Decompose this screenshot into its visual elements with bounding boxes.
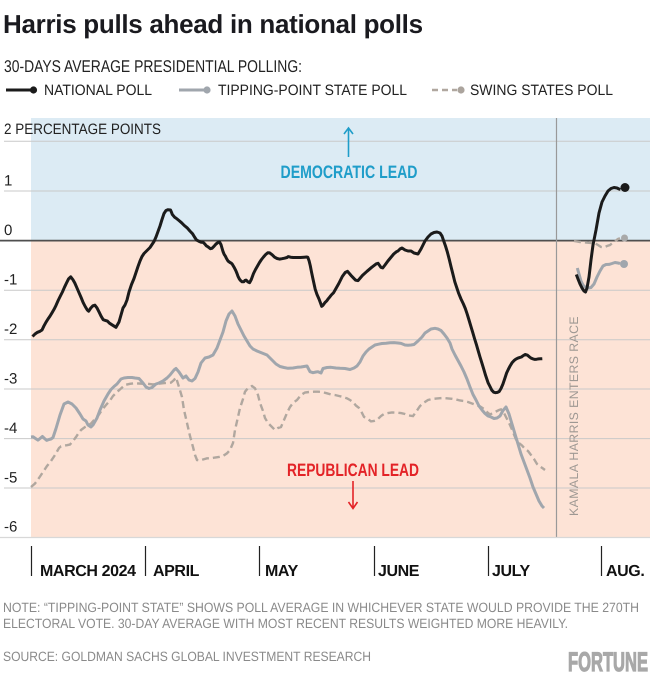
svg-text:NOTE: “TIPPING-POINT STATE” SH: NOTE: “TIPPING-POINT STATE” SHOWS POLL A… bbox=[3, 600, 639, 615]
svg-text:-5: -5 bbox=[4, 470, 17, 487]
svg-text:JUNE: JUNE bbox=[378, 563, 420, 580]
svg-text:SWING STATES POLL: SWING STATES POLL bbox=[470, 82, 613, 99]
svg-text:-1: -1 bbox=[4, 272, 17, 289]
svg-text:JULY: JULY bbox=[492, 563, 531, 580]
svg-text:-2: -2 bbox=[4, 321, 17, 338]
svg-text:-6: -6 bbox=[4, 519, 17, 536]
svg-text:TIPPING-POINT STATE POLL: TIPPING-POINT STATE POLL bbox=[218, 82, 407, 99]
svg-text:NATIONAL POLL: NATIONAL POLL bbox=[44, 82, 152, 99]
svg-text:REPUBLICAN LEAD: REPUBLICAN LEAD bbox=[287, 460, 419, 480]
svg-text:MAY: MAY bbox=[265, 563, 299, 580]
svg-text:30-DAYS AVERAGE PRESIDENTIAL P: 30-DAYS AVERAGE PRESIDENTIAL POLLING: bbox=[4, 57, 302, 76]
svg-text:SOURCE: GOLDMAN SACHS GLOBAL I: SOURCE: GOLDMAN SACHS GLOBAL INVESTMENT … bbox=[3, 649, 371, 664]
svg-text:MARCH 2024: MARCH 2024 bbox=[40, 563, 136, 580]
svg-text:-4: -4 bbox=[4, 420, 17, 437]
svg-text:ELECTORAL VOTE. 30-DAY AVERAGE: ELECTORAL VOTE. 30-DAY AVERAGE WITH MOST… bbox=[3, 616, 568, 631]
svg-text:1: 1 bbox=[4, 173, 12, 190]
svg-text:KAMALA HARRIS ENTERS RACE: KAMALA HARRIS ENTERS RACE bbox=[567, 316, 581, 516]
svg-text:2 PERCENTAGE POINTS: 2 PERCENTAGE POINTS bbox=[4, 121, 161, 138]
svg-text:DEMOCRATIC LEAD: DEMOCRATIC LEAD bbox=[281, 162, 418, 182]
svg-text:Harris pulls ahead in national: Harris pulls ahead in national polls bbox=[3, 9, 423, 39]
svg-text:0: 0 bbox=[4, 222, 12, 239]
svg-text:APRIL: APRIL bbox=[153, 563, 200, 580]
svg-text:-3: -3 bbox=[4, 371, 17, 388]
svg-text:AUG.: AUG. bbox=[606, 563, 644, 580]
svg-text:FORTUNE: FORTUNE bbox=[568, 647, 648, 677]
